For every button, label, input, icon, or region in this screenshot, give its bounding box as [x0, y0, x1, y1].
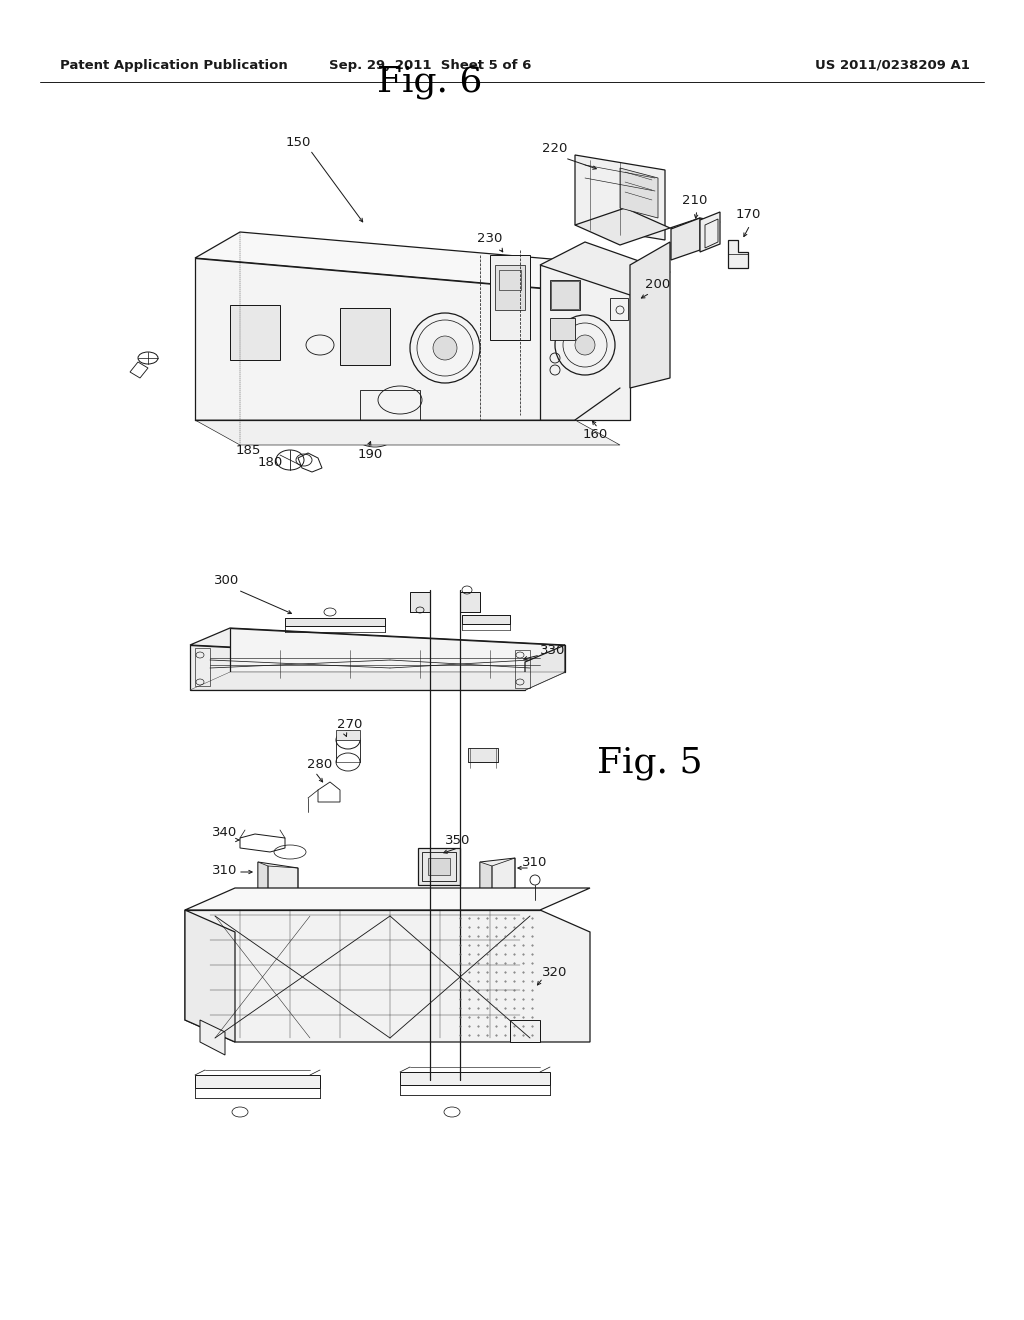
Text: 310: 310	[522, 855, 548, 869]
Polygon shape	[190, 645, 525, 690]
Polygon shape	[195, 420, 620, 445]
Polygon shape	[495, 265, 525, 310]
Polygon shape	[575, 154, 665, 240]
Polygon shape	[258, 862, 268, 896]
Polygon shape	[336, 730, 360, 741]
Text: 270: 270	[337, 718, 362, 731]
Polygon shape	[575, 265, 620, 420]
Text: 320: 320	[543, 965, 567, 978]
Text: 190: 190	[357, 449, 383, 462]
Polygon shape	[468, 748, 498, 762]
Ellipse shape	[575, 335, 595, 355]
Polygon shape	[195, 257, 575, 420]
Text: Patent Application Publication: Patent Application Publication	[60, 58, 288, 71]
Text: US 2011/0238209 A1: US 2011/0238209 A1	[815, 58, 970, 71]
Text: 160: 160	[583, 429, 607, 441]
Text: 350: 350	[445, 833, 471, 846]
Polygon shape	[525, 645, 565, 690]
Text: 170: 170	[735, 209, 761, 222]
Text: 210: 210	[682, 194, 708, 206]
Text: Fig. 6: Fig. 6	[378, 65, 482, 99]
Polygon shape	[670, 218, 720, 232]
Text: 185: 185	[236, 444, 261, 457]
Polygon shape	[200, 1020, 225, 1055]
Polygon shape	[185, 888, 590, 909]
Text: 340: 340	[212, 825, 238, 838]
Text: Fig. 5: Fig. 5	[597, 746, 703, 780]
Polygon shape	[462, 615, 510, 624]
Polygon shape	[620, 168, 658, 218]
Polygon shape	[700, 213, 720, 252]
Polygon shape	[185, 909, 590, 1041]
Polygon shape	[460, 591, 480, 612]
Polygon shape	[190, 672, 565, 690]
Polygon shape	[195, 1074, 319, 1088]
Polygon shape	[550, 280, 580, 310]
Polygon shape	[540, 265, 630, 420]
Polygon shape	[230, 305, 280, 360]
Text: 310: 310	[212, 863, 238, 876]
Text: 150: 150	[286, 136, 310, 149]
Polygon shape	[510, 1020, 540, 1041]
Polygon shape	[490, 255, 530, 341]
Polygon shape	[428, 858, 450, 875]
Ellipse shape	[433, 337, 457, 360]
Polygon shape	[400, 1072, 550, 1085]
Polygon shape	[285, 618, 385, 626]
Text: 300: 300	[214, 573, 240, 586]
Text: 200: 200	[645, 279, 671, 292]
Polygon shape	[728, 240, 748, 268]
Polygon shape	[480, 862, 492, 896]
Text: 230: 230	[477, 231, 503, 244]
Polygon shape	[575, 209, 670, 246]
Text: 220: 220	[543, 141, 567, 154]
Polygon shape	[671, 218, 700, 260]
Text: 330: 330	[541, 644, 565, 656]
Polygon shape	[185, 909, 234, 1041]
Polygon shape	[340, 308, 390, 366]
Polygon shape	[540, 242, 670, 294]
Polygon shape	[195, 232, 620, 290]
Text: 180: 180	[257, 455, 283, 469]
Polygon shape	[630, 242, 670, 388]
Polygon shape	[418, 847, 460, 884]
Polygon shape	[550, 318, 575, 341]
Polygon shape	[230, 628, 565, 672]
Polygon shape	[480, 858, 515, 892]
Polygon shape	[258, 862, 298, 898]
Polygon shape	[410, 591, 430, 612]
Text: 280: 280	[307, 759, 333, 771]
Text: Sep. 29, 2011  Sheet 5 of 6: Sep. 29, 2011 Sheet 5 of 6	[329, 58, 531, 71]
Polygon shape	[190, 628, 565, 663]
